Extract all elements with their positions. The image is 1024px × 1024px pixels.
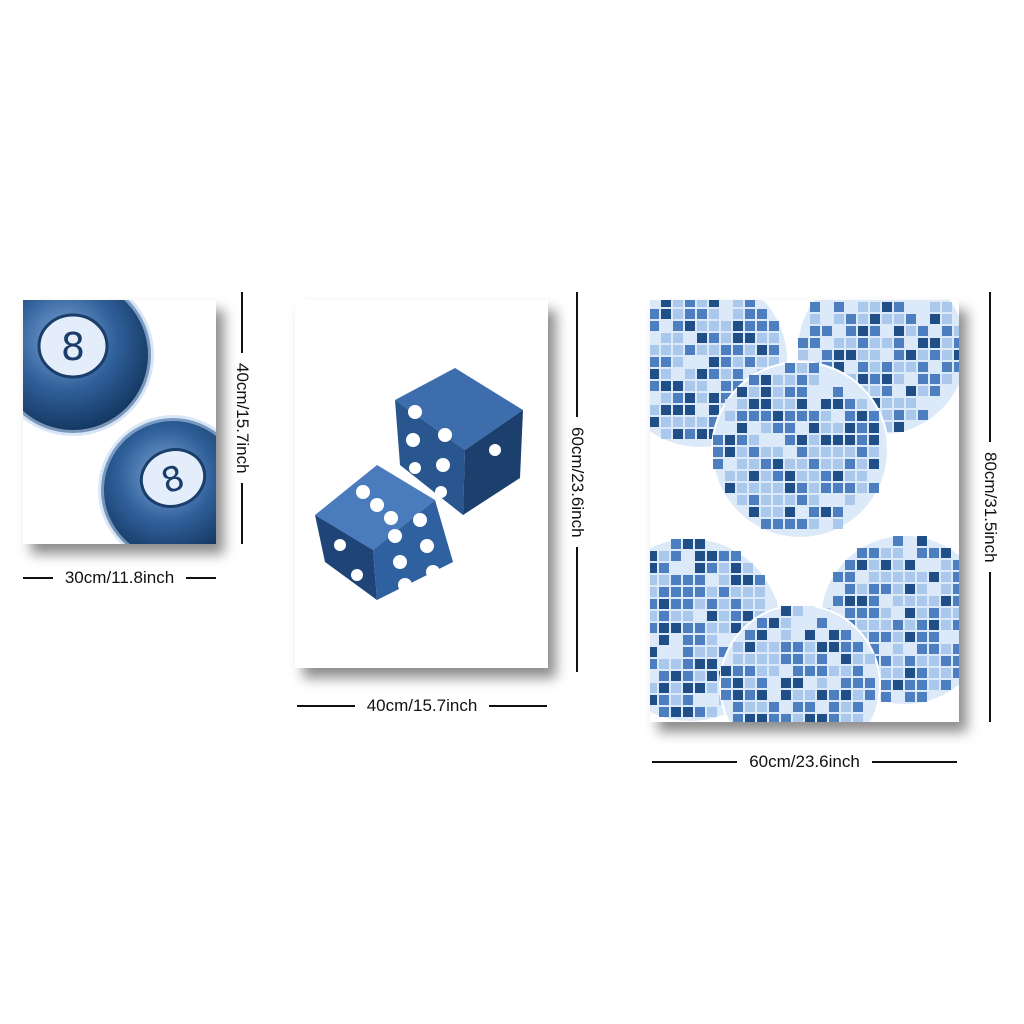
height-dimension-eight-ball: 40cm/15.7inch [232, 292, 252, 545]
width-label: 30cm/11.8inch [64, 568, 175, 587]
dimension-line [23, 577, 53, 579]
eight-ball-number-top: 8 [61, 325, 85, 369]
dimension-line [241, 292, 243, 353]
eight-ball-artwork: 8 8 [23, 300, 216, 544]
disco-balls-artwork [650, 300, 959, 722]
dimension-line [241, 483, 243, 545]
dimension-line [186, 577, 216, 579]
height-label: 40cm/15.7inch [233, 362, 252, 474]
eight-ball-bottom: 8 [98, 415, 216, 544]
disco-ball [711, 361, 889, 539]
dimension-line [576, 292, 578, 417]
height-dimension-disco: 80cm/31.5inch [980, 292, 1000, 723]
poster-disco-balls [650, 300, 959, 722]
dimension-line [989, 292, 991, 442]
disco-ball [719, 604, 881, 722]
width-label: 60cm/23.6inch [749, 752, 860, 771]
dimension-line [652, 761, 738, 763]
dimension-line [489, 705, 548, 707]
die-front [315, 465, 453, 600]
width-dimension-eight-ball: 30cm/11.8inch [23, 568, 216, 588]
height-label: 80cm/31.5inch [981, 451, 1000, 563]
width-label: 40cm/15.7inch [366, 696, 478, 715]
dimension-line [297, 705, 355, 707]
die-back [395, 368, 523, 515]
height-dimension-dice: 60cm/23.6inch [567, 292, 587, 673]
height-label: 60cm/23.6inch [568, 426, 587, 538]
dimension-line [576, 547, 578, 673]
poster-dice [295, 300, 548, 668]
dimension-line [871, 761, 958, 763]
dice-artwork [315, 368, 523, 600]
width-dimension-disco: 60cm/23.6inch [652, 752, 958, 772]
poster-eight-ball: 8 8 [23, 300, 216, 544]
width-dimension-dice: 40cm/15.7inch [297, 696, 548, 716]
eight-ball-top: 8 [23, 300, 154, 436]
dimension-line [989, 572, 991, 723]
